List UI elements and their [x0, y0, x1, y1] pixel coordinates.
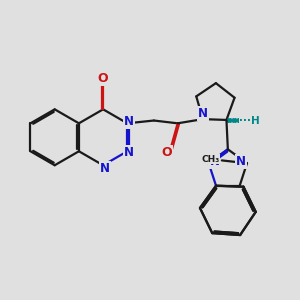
Text: N: N	[124, 115, 134, 128]
Text: N: N	[236, 155, 246, 168]
Text: O: O	[98, 72, 108, 86]
Text: CH₃: CH₃	[201, 155, 219, 164]
Text: N: N	[124, 146, 134, 159]
Text: N: N	[198, 107, 208, 120]
Text: N: N	[209, 155, 219, 168]
Text: N: N	[100, 162, 110, 175]
Text: ···H: ···H	[239, 116, 260, 126]
Text: O: O	[161, 146, 172, 159]
